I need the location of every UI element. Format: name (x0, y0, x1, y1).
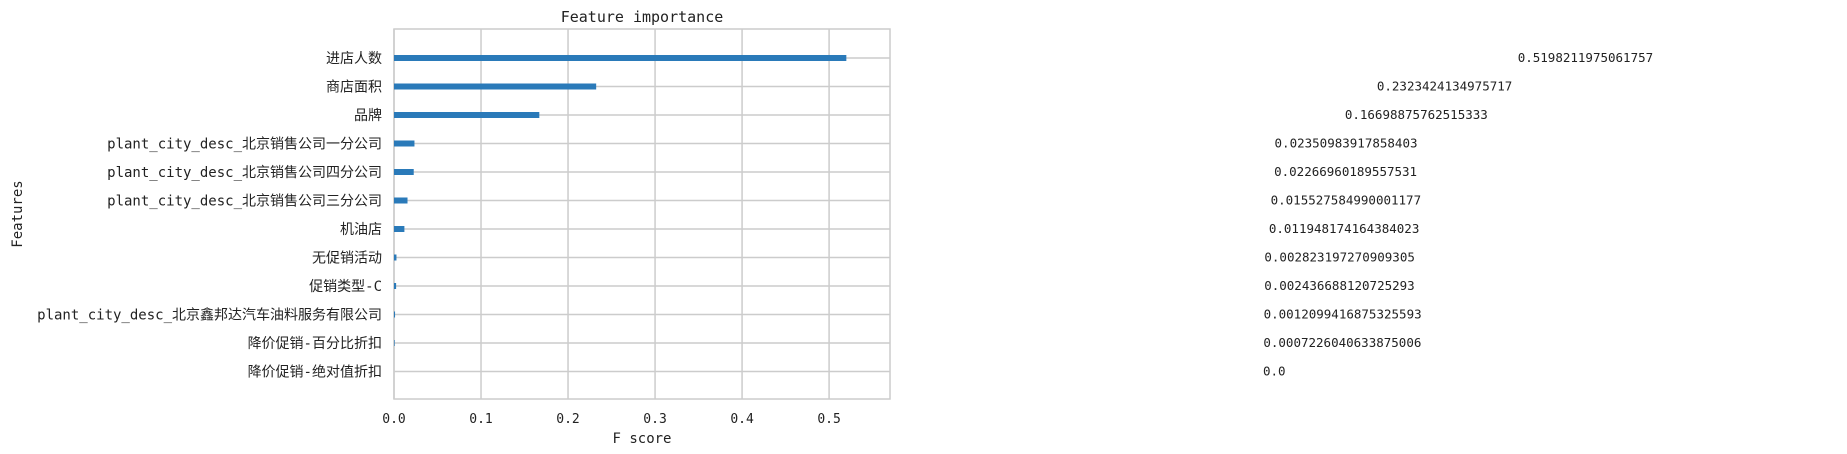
value-label: 0.015527584990001177 (1271, 193, 1422, 208)
y-tick-label: 品牌 (354, 107, 382, 124)
value-annotations: 0.5198211975061757 0.2323424134975717 0.16… (1263, 50, 1653, 379)
bar (394, 140, 415, 147)
grid-lines (393, 29, 890, 399)
bar (394, 112, 540, 118)
x-tick-label: 0.3 (643, 412, 666, 427)
bar (394, 254, 397, 261)
bars-group (394, 55, 847, 346)
x-tick-label: 0.2 (556, 412, 579, 427)
bar (394, 283, 397, 289)
value-label: 0.02350983917858403 (1275, 136, 1418, 151)
bar (394, 340, 395, 346)
value-label: 0.002436688120725293 (1264, 278, 1415, 293)
value-label: 0.2323424134975717 (1377, 79, 1512, 94)
plot-area-frame (393, 28, 891, 400)
y-axis-label: Features (10, 180, 26, 247)
value-label: 0.16698875762515333 (1345, 107, 1488, 122)
value-label: 0.0012099416875325593 (1264, 307, 1422, 322)
x-tick-label: 0.0 (382, 412, 405, 427)
y-tick-label: 进店人数 (326, 51, 382, 67)
x-axis-label: F score (612, 431, 671, 447)
chart-title: Feature importance (561, 8, 724, 26)
bar (394, 169, 414, 175)
y-tick-label: plant_city_desc_北京鑫邦达汽车油料服务有限公司 (37, 307, 382, 324)
y-tick-label: 无促销活动 (312, 251, 382, 267)
value-label: 0.5198211975061757 (1518, 50, 1653, 65)
value-label: 0.0007226040633875006 (1263, 335, 1421, 350)
bar (394, 197, 408, 204)
bar (394, 55, 847, 61)
bar (394, 83, 597, 90)
y-tick-label: plant_city_desc_北京销售公司一分公司 (107, 137, 382, 153)
x-tick-labels: 0.0 0.1 0.2 0.3 0.4 0.5 (382, 412, 841, 427)
x-tick-label: 0.4 (730, 412, 754, 427)
x-tick-label: 0.1 (469, 412, 492, 427)
bar (394, 311, 396, 318)
y-tick-label: plant_city_desc_北京销售公司四分公司 (107, 165, 382, 181)
bar (394, 226, 405, 232)
x-tick-label: 0.5 (817, 412, 840, 427)
y-tick-label: plant_city_desc_北京销售公司三分公司 (107, 194, 382, 210)
y-tick-label: 降价促销-百分比折扣 (248, 336, 382, 352)
value-label: 0.02266960189557531 (1274, 164, 1417, 179)
y-tick-label: 降价促销-绝对值折扣 (248, 365, 382, 381)
value-label: 0.002823197270909305 (1264, 250, 1415, 265)
value-label: 0.0 (1263, 364, 1286, 379)
y-tick-label: 促销类型-C (309, 279, 382, 295)
value-label: 0.011948174164384023 (1269, 221, 1420, 236)
y-tick-label: 商店面积 (326, 80, 382, 96)
y-tick-label: 机油店 (340, 222, 382, 238)
